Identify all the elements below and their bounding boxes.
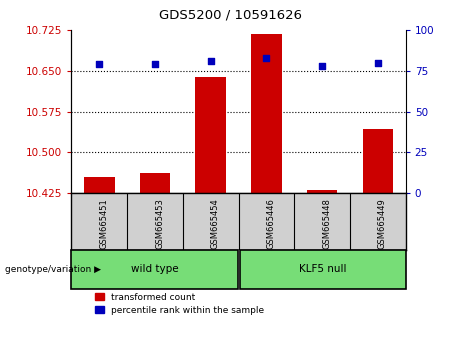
Bar	[362, 129, 393, 193]
Text: wild type: wild type	[130, 264, 178, 274]
Bar	[71, 250, 237, 289]
Bar	[140, 173, 170, 193]
Text: GSM665448: GSM665448	[322, 199, 331, 250]
Point	[151, 62, 159, 67]
Text: GSM665451: GSM665451	[99, 199, 108, 249]
Bar	[251, 34, 282, 193]
Text: KLF5 null: KLF5 null	[299, 264, 347, 274]
Text: GSM665449: GSM665449	[378, 199, 387, 249]
Bar	[240, 250, 406, 289]
Point	[374, 60, 382, 65]
Text: GSM665453: GSM665453	[155, 199, 164, 250]
Bar	[307, 190, 337, 193]
Text: genotype/variation ▶: genotype/variation ▶	[5, 264, 100, 274]
Text: GSM665454: GSM665454	[211, 199, 220, 249]
Point	[207, 58, 214, 64]
Text: GDS5200 / 10591626: GDS5200 / 10591626	[159, 9, 302, 22]
Point	[319, 63, 326, 69]
Text: GSM665446: GSM665446	[266, 199, 275, 250]
Legend: transformed count, percentile rank within the sample: transformed count, percentile rank withi…	[95, 293, 264, 315]
Bar	[84, 177, 115, 193]
Point	[263, 55, 270, 61]
Point	[95, 62, 103, 67]
Bar	[195, 77, 226, 193]
